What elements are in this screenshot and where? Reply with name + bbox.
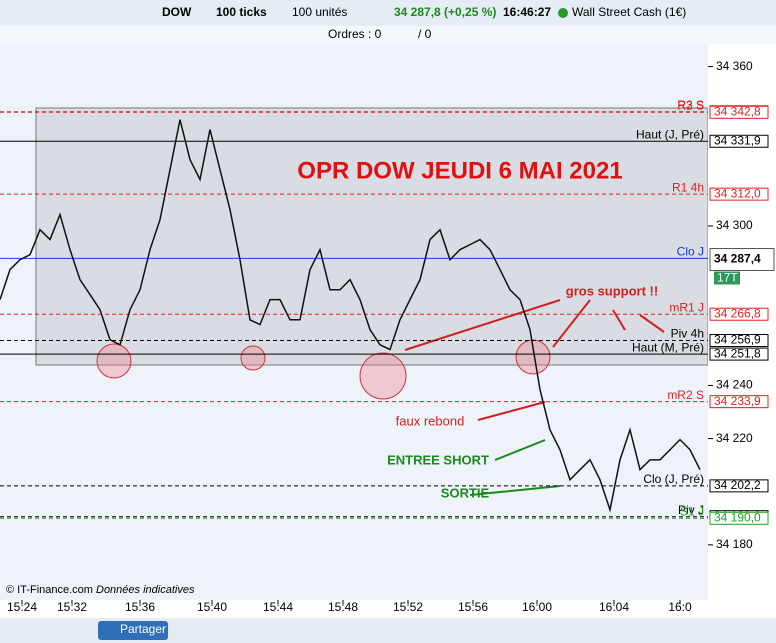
level-value: 34 331,9 xyxy=(714,133,761,147)
level-box xyxy=(709,479,769,493)
x-tick-label: 15:44 xyxy=(263,600,293,614)
level-value: 34 251,8 xyxy=(714,346,761,360)
units[interactable]: 100 unités xyxy=(292,5,347,19)
x-tick-label: 15:24 xyxy=(7,600,37,614)
status-dot xyxy=(558,8,568,18)
y-tick-label: 34 220 xyxy=(716,431,753,445)
y-tick-label: 34 360 xyxy=(716,59,753,73)
x-tick-label: 15:32 xyxy=(57,600,87,614)
level-name: Piv J xyxy=(678,503,704,517)
level-name: R1 4h xyxy=(672,180,704,194)
ticks-label: 17T xyxy=(717,271,738,285)
level-name: mR2 S xyxy=(667,388,704,402)
share-button[interactable] xyxy=(98,621,168,640)
level-box xyxy=(709,187,769,201)
chart-title: OPR DOW JEUDI 6 MAI 2021 xyxy=(297,157,622,184)
x-tick-label: 15:56 xyxy=(458,600,488,614)
range-box xyxy=(35,107,709,366)
y-tick-label: 34 300 xyxy=(716,218,753,232)
level-value: 34 256,9 xyxy=(714,333,761,347)
level-name: Haut (J, Pré) xyxy=(636,127,704,141)
annotation: gros support !! xyxy=(566,283,658,298)
level-box xyxy=(709,134,769,148)
symbol[interactable]: DOW xyxy=(162,5,192,19)
level-box xyxy=(709,307,769,321)
market: Wall Street Cash (1€) xyxy=(572,5,686,19)
x-tick-label: 15:36 xyxy=(125,600,155,614)
level-name: Clo (J, Pré) xyxy=(643,472,704,486)
arrows xyxy=(404,299,665,496)
last-label: 34 287,4 xyxy=(714,252,761,266)
period[interactable]: 100 ticks xyxy=(216,5,267,19)
level-box xyxy=(709,105,769,119)
level-value: 34 342,8 xyxy=(714,104,761,118)
x-tick-label: 15:48 xyxy=(328,600,358,614)
orders-2[interactable]: / 0 xyxy=(418,27,432,41)
level-name: mR1 J xyxy=(669,300,704,314)
annotation: ENTREE SHORT xyxy=(387,452,489,467)
level-name: R2 S xyxy=(677,98,704,112)
level-value: 34 312,0 xyxy=(714,186,761,200)
annotation: faux rebond xyxy=(396,413,465,428)
y-tick-label: 34 240 xyxy=(716,378,753,392)
level-box xyxy=(709,395,769,409)
level-box xyxy=(709,511,769,525)
y-tick-label: 34 180 xyxy=(716,537,753,551)
x-tick-label: 15:40 xyxy=(197,600,227,614)
level-box xyxy=(709,334,769,348)
level-name: R3 S xyxy=(677,98,704,112)
x-tick-label: 15:52 xyxy=(393,600,423,614)
level-name: S1 J xyxy=(680,504,704,518)
level-name: Haut (M, Pré) xyxy=(632,340,704,354)
toolbar xyxy=(0,0,776,26)
source: © IT-Finance.com xyxy=(6,584,93,596)
x-tick-label: 16:00 xyxy=(522,600,552,614)
level-value: 34 202,2 xyxy=(714,478,761,492)
level-box xyxy=(709,347,769,361)
time: 16:46:27 xyxy=(503,5,551,19)
ticks-box xyxy=(714,271,740,285)
x-axis xyxy=(0,600,776,618)
level-value: 34 233,9 xyxy=(714,394,761,408)
annotation: SORTIE xyxy=(441,485,490,500)
level-value: 34 266,8 xyxy=(714,306,761,320)
last-box xyxy=(709,247,775,271)
circles xyxy=(96,339,551,400)
level-name: Piv 4h xyxy=(671,327,704,341)
x-tick-label: 16:04 xyxy=(599,600,629,614)
note: Données indicatives xyxy=(96,584,195,596)
level-value: 34 190,0 xyxy=(714,510,761,524)
share[interactable]: Partager xyxy=(120,622,166,636)
quote: 34 287,8 (+0,25 %) xyxy=(394,5,496,19)
level-name: Clo J xyxy=(677,245,704,259)
orders[interactable]: Ordres : 0 xyxy=(328,27,382,41)
x-tick-label: 16:0 xyxy=(668,600,692,614)
price-line xyxy=(0,119,701,513)
